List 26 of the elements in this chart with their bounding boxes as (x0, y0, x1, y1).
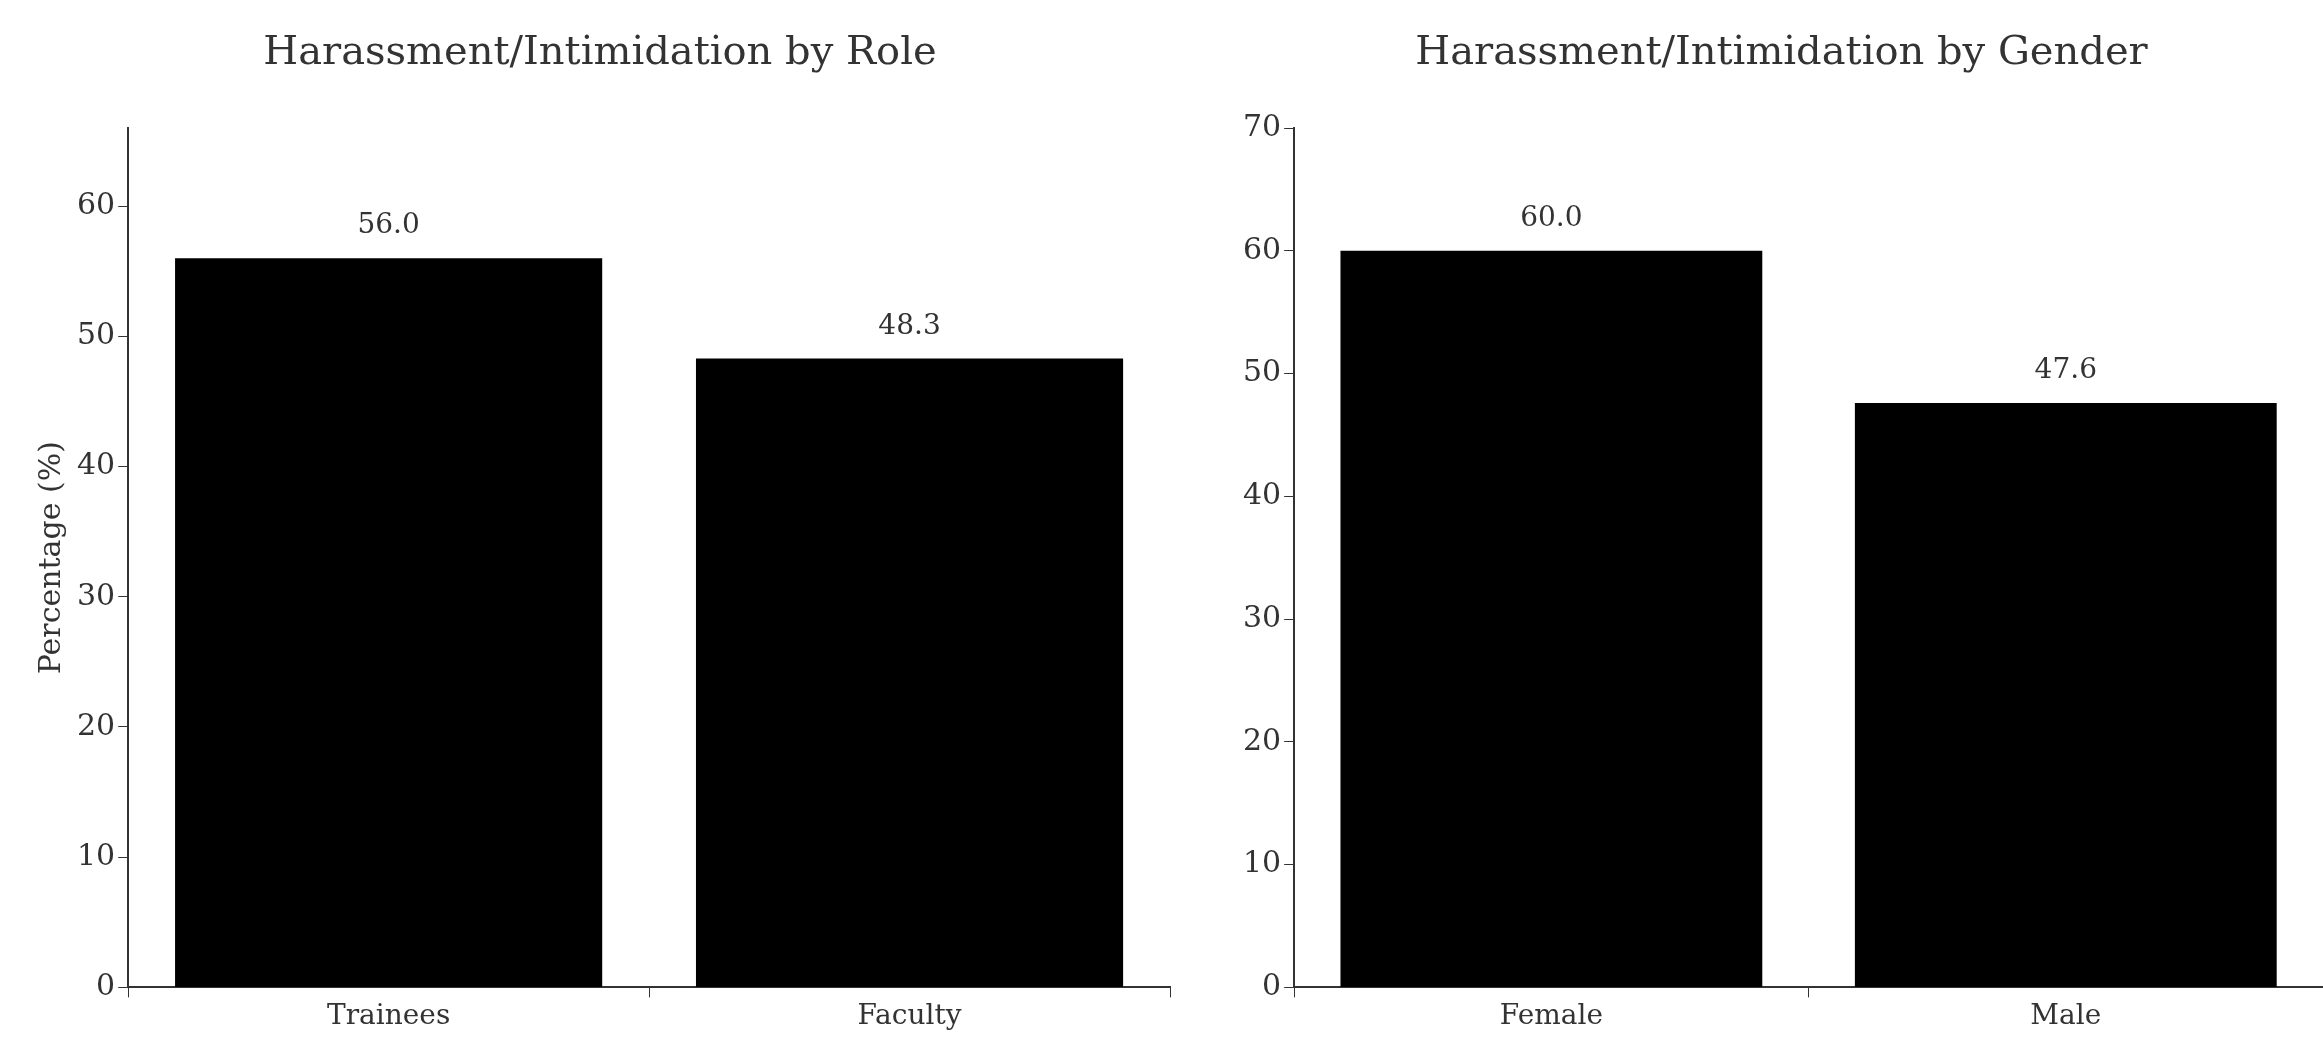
y-tick-label: 0 (1262, 967, 1282, 1003)
y-tick-label: 30 (1242, 598, 1282, 634)
x-tick-label: Faculty (857, 998, 962, 1032)
y-tick-label: 70 (1242, 107, 1282, 143)
data-label: 47.6 (2034, 352, 2097, 386)
x-tick-label: Male (2030, 998, 2102, 1032)
y-tick-label: 10 (1242, 844, 1282, 880)
chart-title: Harassment/Intimidation by Role (263, 27, 937, 74)
y-tick-label: 20 (1242, 721, 1282, 757)
data-label: 48.3 (878, 307, 941, 341)
x-tick-label: Trainees (327, 998, 451, 1032)
x-tick-label: Female (1499, 998, 1604, 1032)
data-label: 56.0 (357, 207, 420, 241)
y-tick-label: 40 (1242, 476, 1282, 512)
y-tick-label: 50 (76, 316, 116, 352)
y-tick-label: 0 (96, 967, 116, 1003)
y-tick-label: 60 (76, 185, 116, 221)
y-tick-label: 10 (76, 836, 116, 872)
chart-title: Harassment/Intimidation by Gender (1415, 27, 2149, 74)
y-tick-label: 20 (76, 706, 116, 742)
y-tick-label: 40 (76, 446, 116, 482)
data-label: 60.0 (1520, 200, 1583, 234)
y-axis-title: Percentage (%) (31, 441, 67, 675)
y-tick-label: 60 (1242, 230, 1282, 266)
y-tick-label: 30 (76, 576, 116, 612)
y-tick-label: 50 (1242, 353, 1282, 389)
